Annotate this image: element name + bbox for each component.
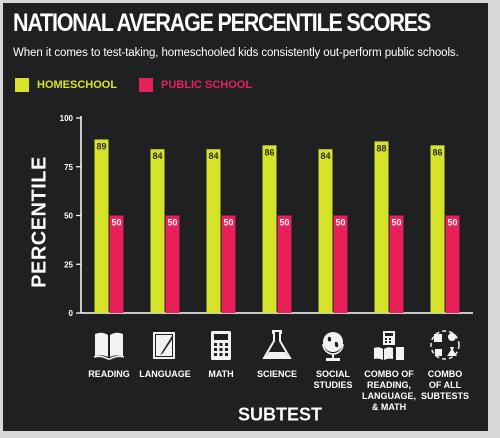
data-label-homeschool: 86 xyxy=(432,147,442,157)
chart-title: NATIONAL AVERAGE PERCENTILE SCORES xyxy=(13,9,431,37)
legend-label-homeschool: HOMESCHOOL xyxy=(37,79,118,91)
y-tick-label: 50 xyxy=(64,212,73,221)
legend-swatch-public-school xyxy=(139,78,153,92)
legend-label-public-school: PUBLIC SCHOOL xyxy=(161,79,253,91)
bar-homeschool xyxy=(262,145,277,313)
flask-icon xyxy=(260,328,294,362)
x-axis-label: SUBTEST xyxy=(237,404,323,425)
data-label-homeschool: 84 xyxy=(208,151,218,161)
data-label-public-school: 50 xyxy=(279,218,289,228)
bar-homeschool xyxy=(318,149,333,313)
x-tick-label: MATH xyxy=(208,369,234,379)
globe-icon xyxy=(316,328,350,362)
y-tick-label: 100 xyxy=(60,114,74,123)
bar-public-school xyxy=(333,215,348,313)
y-tick-label: 0 xyxy=(69,309,74,318)
bar-homeschool xyxy=(150,149,165,313)
bar-homeschool xyxy=(430,145,445,313)
legend-item-public-school: PUBLIC SCHOOL xyxy=(139,77,252,93)
data-label-public-school: 50 xyxy=(335,218,345,228)
data-label-public-school: 50 xyxy=(111,218,121,228)
legend-item-homeschool: HOMESCHOOL xyxy=(15,77,117,93)
book-and-calculator-icon xyxy=(372,328,406,362)
bar-homeschool xyxy=(374,141,389,313)
x-tick-label: SOCIAL STUDIES xyxy=(313,369,353,390)
infographic-panel: NATIONAL AVERAGE PERCENTILE SCORES When … xyxy=(3,3,488,431)
bar-public-school xyxy=(445,215,460,313)
bar-public-school xyxy=(109,215,124,313)
x-tick-label: LANGUAGE xyxy=(139,369,191,379)
y-tick-label: 75 xyxy=(64,163,73,172)
x-tick-label: COMBO OF READING, LANGUAGE, & MATH xyxy=(362,369,416,412)
bar-public-school xyxy=(165,215,180,313)
data-label-public-school: 50 xyxy=(447,218,457,228)
open-book-icon xyxy=(92,328,126,362)
x-tick-label: SCIENCE xyxy=(256,369,297,379)
data-label-public-school: 50 xyxy=(391,218,401,228)
bar-homeschool xyxy=(94,139,109,313)
bar-homeschool xyxy=(206,149,221,313)
data-label-public-school: 50 xyxy=(167,218,177,228)
calculator-icon xyxy=(204,328,238,362)
data-label-homeschool: 89 xyxy=(96,141,106,151)
data-label-homeschool: 84 xyxy=(320,151,330,161)
combined-subjects-icon xyxy=(428,328,462,362)
data-label-homeschool: 84 xyxy=(152,151,162,161)
x-tick-label: COMBO OF ALL SUBTESTS xyxy=(420,369,469,401)
bar-public-school xyxy=(221,215,236,313)
data-label-public-school: 50 xyxy=(223,218,233,228)
bar-chart: 0 25 50 75 100 89 50 84 50 84 50 86 50 84 50 88 50 86 50 xyxy=(60,114,473,318)
legend-swatch-homeschool xyxy=(15,78,29,92)
chart-subtitle: When it comes to test-taking, homeschool… xyxy=(13,47,459,59)
notepad-pencil-icon xyxy=(148,328,182,362)
x-tick-label: READING xyxy=(88,369,130,379)
data-label-homeschool: 86 xyxy=(264,147,274,157)
bar-public-school xyxy=(277,215,292,313)
data-label-homeschool: 88 xyxy=(376,143,386,153)
bar-public-school xyxy=(389,215,404,313)
y-tick-label: 25 xyxy=(64,260,73,269)
